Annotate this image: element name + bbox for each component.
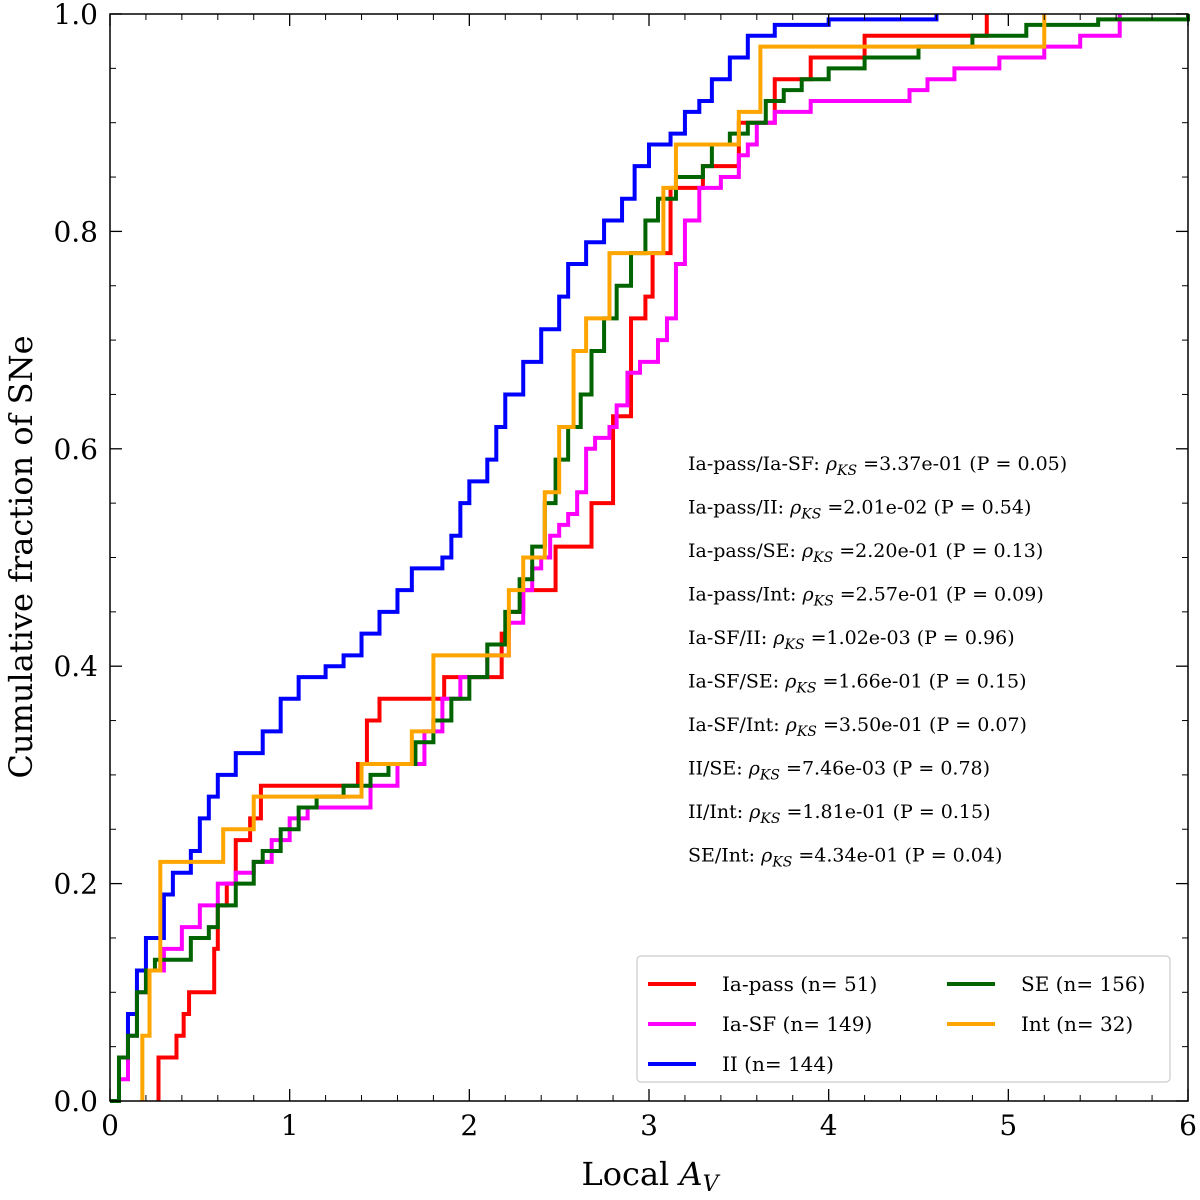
ks-annotation: Ia-pass/Int: ρKS =2.57e-01 (P = 0.09)	[688, 584, 1044, 610]
ks-annotation: Ia-pass/Ia-SF: ρKS =3.37e-01 (P = 0.05)	[688, 453, 1067, 479]
ks-annotation: Ia-SF/Int: ρKS =3.50e-01 (P = 0.07)	[688, 714, 1027, 740]
series-line-ii	[110, 14, 939, 1103]
legend-item-int: Int (n= 32)	[947, 1012, 1133, 1036]
plot-background	[110, 14, 1188, 1101]
x-tick-label: 6	[1179, 1109, 1197, 1142]
y-axis-title: Cumulative fraction of SNe	[2, 335, 40, 778]
y-tick-label: 0.8	[53, 215, 98, 248]
x-tick-label: 0	[101, 1109, 119, 1142]
legend-box	[636, 955, 1171, 1083]
ks-annotation: Ia-SF/SE: ρKS =1.66e-01 (P = 0.15)	[688, 671, 1026, 697]
y-tick-label: 0.4	[53, 650, 98, 683]
tick-layer: 0 1 2 3 4 5 6 0.0 0.2 0.4 0.6 0.8 1.0	[53, 0, 1196, 1142]
x-tick-label: 2	[460, 1109, 478, 1142]
y-tick-label: 1.0	[53, 0, 98, 31]
legend-item-ii: II (n= 144)	[648, 1052, 834, 1076]
ks-statistics-annotations: Ia-pass/Ia-SF: ρKS =3.37e-01 (P = 0.05) I…	[688, 453, 1067, 871]
ks-annotation: II/Int: ρKS =1.81e-01 (P = 0.15)	[688, 801, 991, 827]
x-tick-label: 3	[640, 1109, 658, 1142]
y-tick-label: 0.2	[53, 868, 98, 901]
legend-item-ia-sf: Ia-SF (n= 149)	[648, 1012, 872, 1036]
ks-annotation: SE/Int: ρKS =4.34e-01 (P = 0.04)	[688, 845, 1002, 871]
series-line-ia-sf	[110, 14, 1122, 1103]
legend: Ia-pass (n= 51) Ia-SF (n= 149) II (n= 144)…	[636, 955, 1171, 1083]
x-tick-label: 4	[820, 1109, 838, 1142]
ks-annotation: Ia-pass/II: ρKS =2.01e-02 (P = 0.54)	[688, 497, 1031, 523]
legend-label: SE (n= 156)	[1021, 972, 1145, 996]
x-axis-title: Local AV	[582, 1155, 721, 1197]
legend-label: Ia-pass (n= 51)	[722, 972, 877, 996]
legend-label: Ia-SF (n= 149)	[722, 1012, 872, 1036]
series-line-int	[140, 14, 1047, 1101]
ks-annotation: Ia-pass/SE: ρKS =2.20e-01 (P = 0.13)	[688, 540, 1043, 566]
x-tick-label: 1	[281, 1109, 299, 1142]
x-tick-label: 5	[999, 1109, 1017, 1142]
y-tick-label: 0.0	[53, 1085, 98, 1118]
legend-label: Int (n= 32)	[1021, 1012, 1133, 1036]
ks-annotation: Ia-SF/II: ρKS =1.02e-03 (P = 0.96)	[688, 627, 1015, 653]
ks-annotation: II/SE: ρKS =7.46e-03 (P = 0.78)	[688, 758, 990, 784]
legend-label: II (n= 144)	[722, 1052, 834, 1076]
series-line-se	[110, 14, 1190, 1103]
plot-frame	[109, 13, 1189, 1102]
series-layer	[110, 14, 1190, 1103]
legend-item-ia-pass: Ia-pass (n= 51)	[648, 972, 877, 996]
y-tick-label: 0.6	[53, 433, 98, 466]
legend-item-se: SE (n= 156)	[947, 972, 1145, 996]
